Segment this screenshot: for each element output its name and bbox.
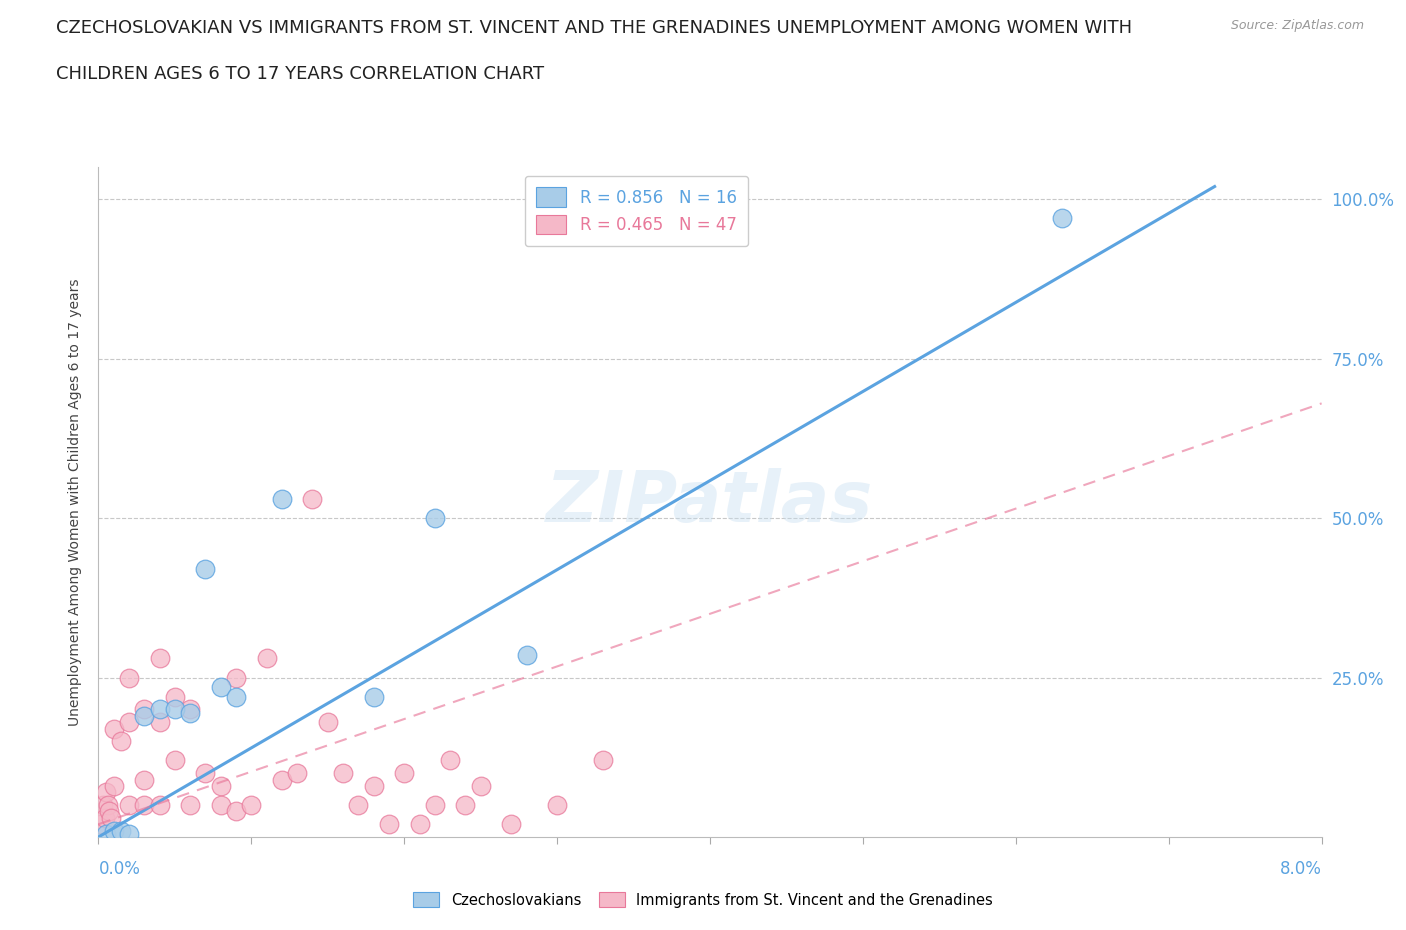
Point xyxy=(592,753,614,768)
Point xyxy=(439,753,461,768)
Point xyxy=(98,804,121,819)
Legend: Czechoslovakians, Immigrants from St. Vincent and the Grenadines: Czechoslovakians, Immigrants from St. Vi… xyxy=(406,886,1000,913)
Point xyxy=(378,817,401,831)
Point xyxy=(103,721,125,736)
Point xyxy=(134,709,156,724)
Point xyxy=(194,562,217,577)
Point xyxy=(94,827,117,842)
Point xyxy=(454,798,477,813)
Point xyxy=(149,798,172,813)
Point xyxy=(225,804,247,819)
Point xyxy=(209,798,232,813)
Y-axis label: Unemployment Among Women with Children Ages 6 to 17 years: Unemployment Among Women with Children A… xyxy=(69,278,83,726)
Point xyxy=(363,689,385,704)
Point xyxy=(179,705,201,720)
Point xyxy=(100,810,122,825)
Point xyxy=(179,702,201,717)
Point xyxy=(118,798,141,813)
Point xyxy=(423,511,446,525)
Point xyxy=(90,817,112,831)
Point xyxy=(149,702,172,717)
Point xyxy=(134,702,156,717)
Point xyxy=(103,823,125,838)
Point xyxy=(392,765,416,780)
Point xyxy=(225,671,247,685)
Point xyxy=(118,827,141,842)
Text: CHILDREN AGES 6 TO 17 YEARS CORRELATION CHART: CHILDREN AGES 6 TO 17 YEARS CORRELATION … xyxy=(56,65,544,83)
Point xyxy=(285,765,308,780)
Point xyxy=(225,689,247,704)
Text: 8.0%: 8.0% xyxy=(1279,860,1322,878)
Point xyxy=(209,680,232,695)
Point xyxy=(347,798,370,813)
Point xyxy=(256,651,278,666)
Point xyxy=(163,689,186,704)
Point xyxy=(163,702,186,717)
Point xyxy=(110,734,132,749)
Point xyxy=(546,798,568,813)
Point xyxy=(516,648,538,663)
Point xyxy=(363,778,385,793)
Text: Source: ZipAtlas.com: Source: ZipAtlas.com xyxy=(1230,19,1364,32)
Text: CZECHOSLOVAKIAN VS IMMIGRANTS FROM ST. VINCENT AND THE GRENADINES UNEMPLOYMENT A: CZECHOSLOVAKIAN VS IMMIGRANTS FROM ST. V… xyxy=(56,19,1132,36)
Point xyxy=(93,810,115,825)
Point xyxy=(270,772,294,787)
Point xyxy=(332,765,354,780)
Point xyxy=(149,715,172,730)
Point xyxy=(270,492,294,507)
Point xyxy=(149,651,172,666)
Point xyxy=(134,772,156,787)
Point xyxy=(134,798,156,813)
Point xyxy=(316,715,339,730)
Point xyxy=(118,715,141,730)
Point xyxy=(501,817,523,831)
Point xyxy=(194,765,217,780)
Point xyxy=(1050,211,1073,226)
Point xyxy=(470,778,492,793)
Legend: R = 0.856   N = 16, R = 0.465   N = 47: R = 0.856 N = 16, R = 0.465 N = 47 xyxy=(524,176,748,246)
Point xyxy=(423,798,446,813)
Point xyxy=(91,798,114,813)
Text: 0.0%: 0.0% xyxy=(98,860,141,878)
Point xyxy=(94,785,117,800)
Point xyxy=(240,798,263,813)
Point xyxy=(179,798,201,813)
Point xyxy=(408,817,430,831)
Point xyxy=(110,823,132,838)
Point xyxy=(97,798,120,813)
Point xyxy=(209,778,232,793)
Point xyxy=(118,671,141,685)
Point xyxy=(301,492,323,507)
Text: ZIPatlas: ZIPatlas xyxy=(547,468,873,537)
Point xyxy=(103,778,125,793)
Point xyxy=(163,753,186,768)
